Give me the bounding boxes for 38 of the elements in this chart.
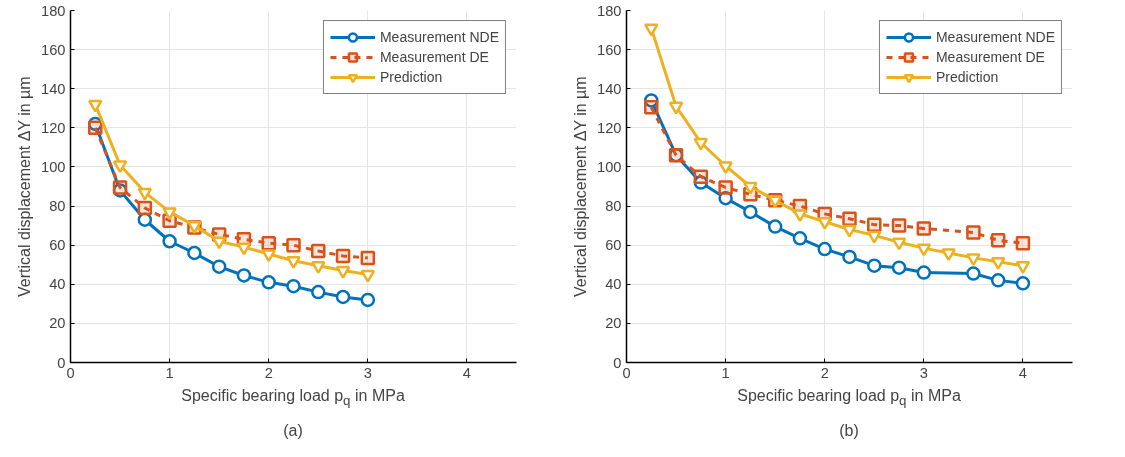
x-tick-label: 4: [1018, 364, 1028, 381]
x-tick-label: 2: [264, 364, 273, 381]
text: (a): [283, 421, 303, 442]
y-tick-label: 60: [49, 237, 66, 254]
y-tick-label: 120: [41, 119, 66, 136]
y-tick-label: 40: [605, 276, 622, 293]
y-tick-label: 160: [41, 41, 66, 58]
y-tick-label: 20: [605, 315, 622, 332]
x-tick-label: 1: [165, 364, 174, 381]
x-axis-title: Specific bearing load p$_{q}$ in MPa: [737, 386, 961, 411]
y-tick-label: 80: [605, 198, 622, 215]
x-tick-label: 3: [919, 364, 928, 381]
y-tick-label: 140: [41, 80, 66, 97]
y-tick-label: 180: [597, 2, 622, 19]
x-tick-label: 4: [462, 364, 472, 381]
y-tick-label: 100: [41, 158, 66, 175]
legend-label: Measurement DE: [935, 49, 1045, 65]
y-tick-label: 160: [597, 41, 622, 58]
x-axis-title: Specific bearing load p$_{q}$ in MPa: [181, 386, 405, 411]
legend-label: Prediction: [379, 69, 443, 85]
y-tick-label: 20: [49, 315, 66, 332]
text: (b): [839, 421, 859, 442]
y-tick-label: 60: [605, 237, 622, 254]
x-tick-label: 1: [721, 364, 730, 381]
y-axis-title: Vertical displacement ΔY in µm: [16, 76, 34, 297]
x-tick-label: 2: [820, 364, 829, 381]
legend-label: Measurement NDE: [935, 29, 1055, 45]
y-axis-title: Vertical displacement ΔY in µm: [572, 76, 590, 297]
y-tick-label: 180: [41, 2, 66, 19]
legend-label: Prediction: [935, 69, 999, 85]
legend-label: Measurement DE: [379, 49, 489, 65]
y-tick-label: 40: [49, 276, 66, 293]
y-tick-label: 140: [597, 80, 622, 97]
y-tick-label: 120: [597, 119, 622, 136]
y-tick-label: 100: [597, 158, 622, 175]
legend-label: Measurement NDE: [379, 29, 499, 45]
x-tick-label: 3: [363, 364, 372, 381]
y-tick-label: 80: [49, 198, 66, 215]
